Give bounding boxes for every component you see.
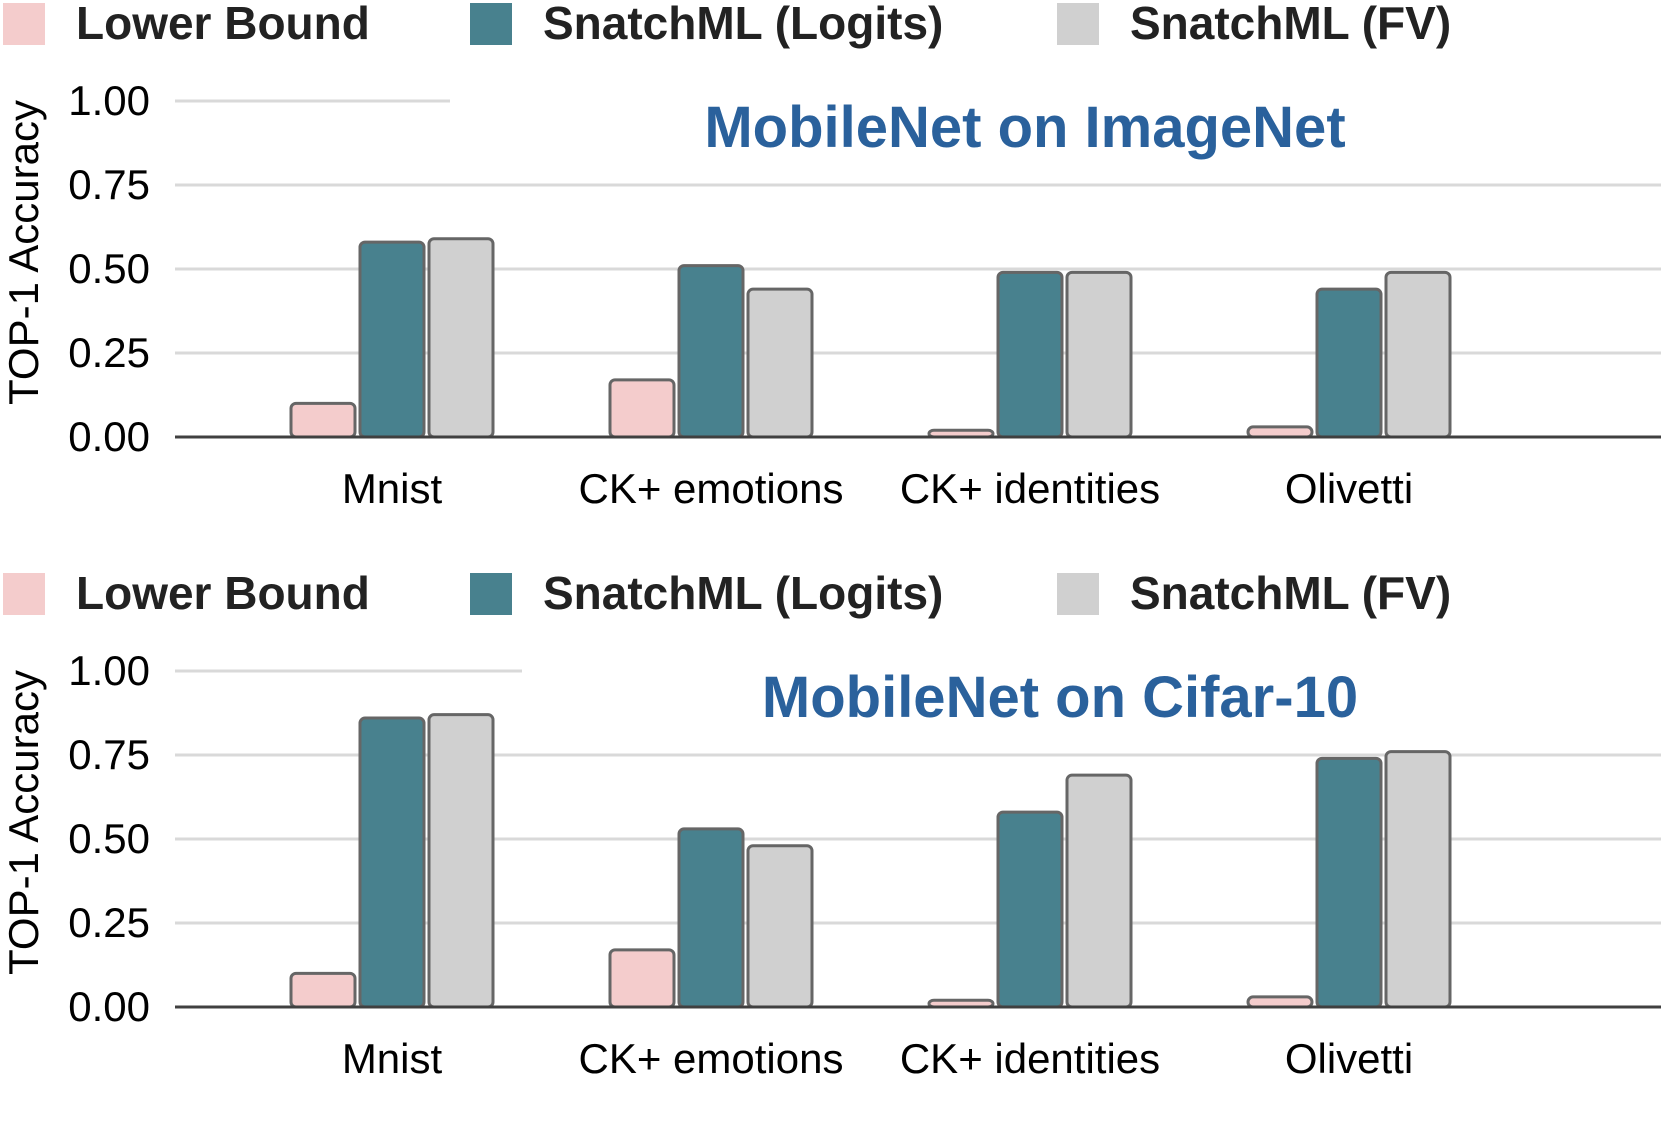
legend-swatch: [1057, 573, 1099, 615]
y-tick-label: 0.25: [68, 329, 150, 376]
y-axis-label: TOP-1 Accuracy: [0, 670, 47, 975]
bar-lower-bound-1: [608, 378, 676, 439]
y-axis-label: TOP-1 Accuracy: [0, 100, 47, 405]
legend-label: SnatchML (Logits): [543, 0, 943, 49]
bar-snatchml-logits-1: [677, 264, 745, 439]
y-tick-label: 0.50: [68, 815, 150, 862]
x-category-label: CK+ emotions: [579, 465, 844, 512]
legend-label: Lower Bound: [76, 570, 370, 619]
y-tick-label: 0.75: [68, 161, 150, 208]
x-category-label: CK+ identities: [900, 465, 1160, 512]
bar-snatchml-logits-2: [996, 810, 1064, 1009]
bar-snatchml-logits-0: [358, 716, 426, 1009]
chart-svg-imagenet: 0.00 0.25 0.50 0.75 1.00 TOP-1 Accuracy Mnist C…: [0, 0, 1661, 512]
legend-swatch: [470, 3, 512, 45]
y-tick-label: 1.00: [68, 77, 150, 124]
y-tick-label: 0.75: [68, 731, 150, 778]
bar-lower-bound-0: [289, 971, 357, 1009]
bar-snatchml-fv-3: [1384, 270, 1452, 439]
legend-swatch: [1057, 3, 1099, 45]
x-category-label: Mnist: [342, 465, 443, 512]
legend-swatch: [3, 3, 45, 45]
x-category-label: CK+ emotions: [579, 1035, 844, 1082]
legend-label: Lower Bound: [76, 0, 370, 49]
bar-snatchml-fv-2: [1065, 270, 1133, 439]
y-tick-label: 0.00: [68, 413, 150, 460]
legend-label: SnatchML (FV): [1130, 570, 1451, 619]
chart-panel-cifar10: 0.00 0.25 0.50 0.75 1.00 TOP-1 Accuracy Mnist C…: [0, 570, 1661, 1135]
bar-snatchml-fv-1: [746, 287, 814, 439]
x-category-label: CK+ identities: [900, 1035, 1160, 1082]
bar-lower-bound-3: [1246, 425, 1314, 439]
bar-lower-bound-1: [608, 948, 676, 1009]
bar-lower-bound-3: [1246, 995, 1314, 1009]
bar-lower-bound-0: [289, 401, 357, 439]
bar-snatchml-logits-2: [996, 270, 1064, 439]
chart-svg-cifar10: 0.00 0.25 0.50 0.75 1.00 TOP-1 Accuracy Mnist C…: [0, 570, 1661, 1082]
legend-label: SnatchML (Logits): [543, 570, 943, 619]
x-category-label: Olivetti: [1285, 465, 1413, 512]
bar-snatchml-logits-3: [1315, 756, 1383, 1009]
chart-title: MobileNet on Cifar-10: [762, 665, 1358, 730]
chart-title: MobileNet on ImageNet: [704, 95, 1345, 160]
bar-snatchml-fv-3: [1384, 750, 1452, 1009]
legend-swatch: [3, 573, 45, 615]
bar-snatchml-fv-2: [1065, 773, 1133, 1009]
x-category-label: Mnist: [342, 1035, 443, 1082]
bar-snatchml-fv-1: [746, 844, 814, 1009]
bar-snatchml-fv-0: [427, 713, 495, 1009]
y-tick-label: 1.00: [68, 647, 150, 694]
y-tick-label: 0.00: [68, 983, 150, 1030]
chart-panel-imagenet: 0.00 0.25 0.50 0.75 1.00 TOP-1 Accuracy Mnist C…: [0, 0, 1661, 565]
bar-snatchml-logits-3: [1315, 287, 1383, 439]
y-tick-label: 0.25: [68, 899, 150, 946]
legend-swatch: [470, 573, 512, 615]
bar-snatchml-logits-1: [677, 827, 745, 1009]
x-category-label: Olivetti: [1285, 1035, 1413, 1082]
bar-snatchml-logits-0: [358, 240, 426, 439]
bar-snatchml-fv-0: [427, 237, 495, 439]
y-tick-label: 0.50: [68, 245, 150, 292]
legend-label: SnatchML (FV): [1130, 0, 1451, 49]
